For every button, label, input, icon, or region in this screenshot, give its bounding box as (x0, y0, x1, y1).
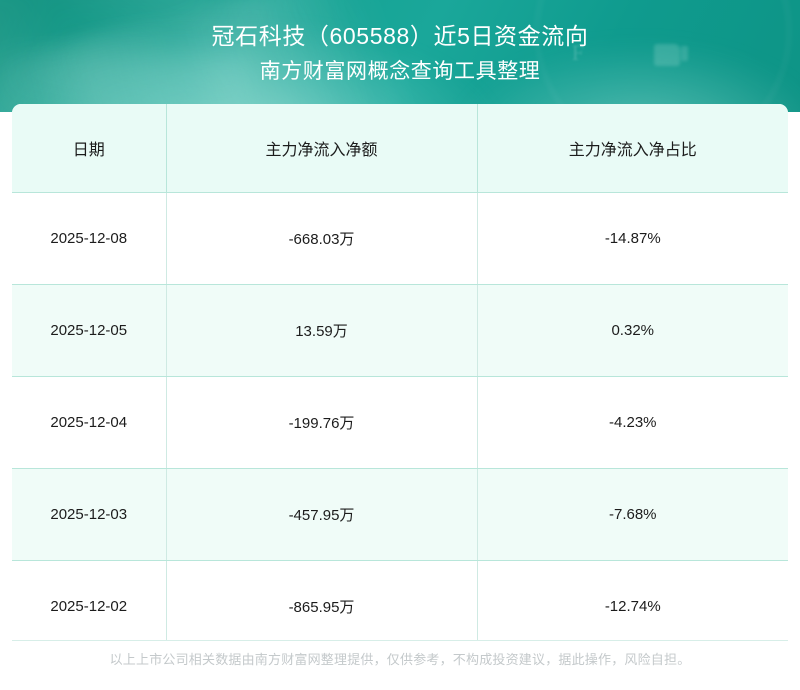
cell-net-text: -668.03万 (288, 231, 355, 248)
cell-net: -457.95万 (166, 468, 478, 561)
cell-date-text: 2025-12-04 (50, 414, 128, 431)
table-row: 2025-12-02 -865.95万 -12.74% (12, 560, 788, 652)
cell-ratio: 0.32% (477, 284, 788, 377)
cell-date-text: 2025-12-03 (50, 506, 128, 523)
cell-ratio: -4.23% (477, 376, 788, 469)
page-title: 冠石科技（605588）近5日资金流向 (211, 23, 589, 49)
header-banner: F 冠石科技（605588）近5日资金流向 南方财富网概念查询工具整理 (0, 0, 800, 112)
cell-date: 2025-12-04 (12, 376, 167, 469)
column-header-date: 日期 (12, 104, 167, 193)
cell-ratio: -12.74% (477, 560, 788, 652)
table-body: 2025-12-08 -668.03万 -14.87% 2025-12-05 1… (12, 192, 788, 652)
column-header-ratio: 主力净流入净占比 (477, 104, 788, 193)
cell-net-text: -199.76万 (288, 415, 355, 432)
cell-ratio-text: -7.68% (608, 506, 657, 523)
fund-flow-table-container: 日期 主力净流入净额 主力净流入净占比 2025-12-08 -668.03万 … (12, 104, 788, 652)
cell-date-text: 2025-12-08 (50, 230, 128, 247)
cell-date-text: 2025-12-05 (50, 322, 128, 339)
cell-date-text: 2025-12-02 (50, 598, 128, 615)
cell-date: 2025-12-05 (12, 284, 167, 377)
cell-ratio: -14.87% (477, 192, 788, 285)
gauge-letter-f: F (572, 40, 584, 66)
column-header-net: 主力净流入净额 (166, 104, 478, 193)
page-subtitle: 南方财富网概念查询工具整理 (259, 60, 541, 83)
cell-net: 13.59万 (166, 284, 478, 377)
footer-disclaimer-text: 以上上市公司相关数据由南方财富网整理提供，仅供参考，不构成投资建议，据此操作，风… (109, 652, 691, 667)
table-row: 2025-12-05 13.59万 0.32% (12, 284, 788, 377)
cell-ratio: -7.68% (477, 468, 788, 561)
cell-net: -199.76万 (166, 376, 478, 469)
cell-net: -668.03万 (166, 192, 478, 285)
cell-date: 2025-12-03 (12, 468, 167, 561)
cell-net: -865.95万 (166, 560, 478, 652)
table-header: 日期 主力净流入净额 主力净流入净占比 (12, 104, 788, 193)
cell-date: 2025-12-08 (12, 192, 167, 285)
cell-net-text: 13.59万 (295, 323, 348, 340)
header-titles: 冠石科技（605588）近5日资金流向 南方财富网概念查询工具整理 (0, 0, 800, 87)
fund-flow-table: 日期 主力净流入净额 主力净流入净占比 2025-12-08 -668.03万 … (12, 104, 788, 652)
cell-net-text: -865.95万 (288, 599, 355, 616)
cell-ratio-text: -4.23% (608, 414, 657, 431)
cell-ratio-text: 0.32% (611, 322, 655, 339)
cell-date: 2025-12-02 (12, 560, 167, 652)
fuel-pump-icon (654, 44, 688, 66)
table-row: 2025-12-03 -457.95万 -7.68% (12, 468, 788, 561)
cell-ratio-text: -14.87% (604, 230, 661, 247)
cell-net-text: -457.95万 (288, 507, 355, 524)
table-header-row: 日期 主力净流入净额 主力净流入净占比 (12, 104, 788, 193)
cell-ratio-text: -12.74% (604, 598, 661, 615)
footer-disclaimer: 以上上市公司相关数据由南方财富网整理提供，仅供参考，不构成投资建议，据此操作，风… (12, 640, 788, 675)
table-row: 2025-12-08 -668.03万 -14.87% (12, 192, 788, 285)
table-row: 2025-12-04 -199.76万 -4.23% (12, 376, 788, 469)
